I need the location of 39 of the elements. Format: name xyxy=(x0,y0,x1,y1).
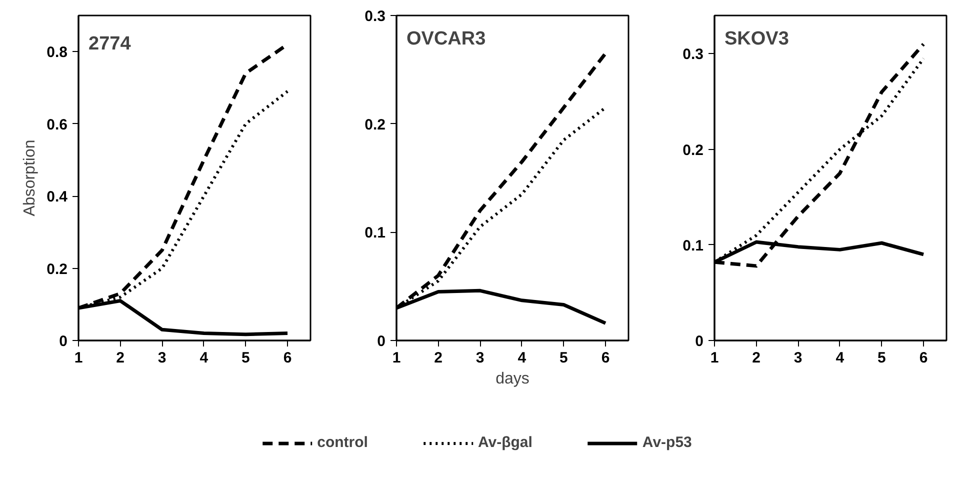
x-tick-label: 4 xyxy=(836,350,845,366)
y-tick-label: 0.1 xyxy=(682,237,704,254)
text: 2774 xyxy=(88,34,132,54)
text: SKOV3 xyxy=(724,28,789,50)
x-tick-label: 3 xyxy=(794,350,802,366)
y-axis-title: Absorption xyxy=(22,140,39,216)
x-tick-label: 2 xyxy=(116,350,124,366)
x-tick-label: 1 xyxy=(74,350,83,366)
x-tick-label: 6 xyxy=(283,350,292,366)
x-tick-label: 3 xyxy=(158,350,166,366)
x-tick-label: 2 xyxy=(752,350,760,366)
x-tick-label: 1 xyxy=(710,350,719,366)
legend-label: Av-p53 xyxy=(642,434,692,451)
x-tick-label: 2 xyxy=(434,350,442,366)
x-tick-label: 5 xyxy=(242,350,250,366)
y-tick-label: 0 xyxy=(695,333,704,350)
x-tick-label: 6 xyxy=(919,350,928,366)
y-tick-label: 0 xyxy=(59,333,68,350)
x-tick-label: 1 xyxy=(392,350,401,366)
y-tick-label: 0.1 xyxy=(364,224,386,242)
y-tick-label: 0.8 xyxy=(46,44,68,62)
legend-label: control xyxy=(317,434,368,451)
legend-label: Av-βgal xyxy=(478,434,532,451)
y-tick-label: 0.3 xyxy=(364,8,386,25)
x-tick-label: 4 xyxy=(518,350,527,366)
text: OVCAR3 xyxy=(406,28,486,50)
y-tick-label: 0.6 xyxy=(46,116,68,134)
y-tick-label: 0.2 xyxy=(46,260,68,278)
y-tick-label: 0.2 xyxy=(364,116,386,134)
x-tick-label: 6 xyxy=(601,350,610,366)
x-axis-title: days xyxy=(496,370,530,388)
y-tick-label: 0.2 xyxy=(682,142,704,159)
x-tick-label: 5 xyxy=(560,350,568,366)
x-tick-label: 3 xyxy=(476,350,484,366)
y-tick-label: 0 xyxy=(377,333,386,350)
y-tick-label: 0.4 xyxy=(46,188,68,206)
x-tick-label: 5 xyxy=(878,350,886,366)
x-tick-label: 4 xyxy=(200,350,209,366)
y-tick-label: 0.3 xyxy=(682,46,704,64)
